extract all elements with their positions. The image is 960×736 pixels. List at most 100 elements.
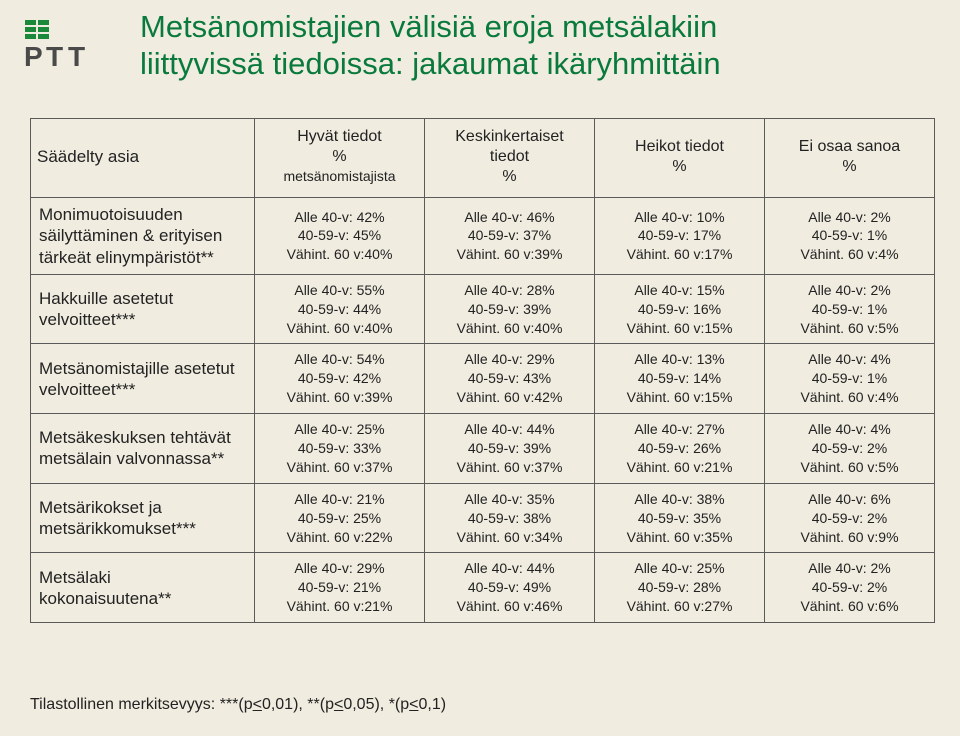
cell-line: Alle 40-v: 55% <box>259 281 420 300</box>
table-cell: Alle 40-v: 29%40-59-v: 21%Vähint. 60 v:2… <box>255 553 425 623</box>
table-cell: Alle 40-v: 2%40-59-v: 1%Vähint. 60 v:4% <box>765 198 935 275</box>
title-line-2: liittyvissä tiedoissa: jakaumat ikäryhmi… <box>140 46 721 81</box>
cell-line: 40-59-v: 49% <box>429 578 590 597</box>
data-table: Säädelty asia Hyvät tiedot % metsänomist… <box>30 118 935 623</box>
t: Ei osaa sanoa <box>799 138 900 155</box>
cell-line: 40-59-v: 44% <box>259 300 420 319</box>
cell-line: 40-59-v: 17% <box>599 226 760 245</box>
significance-footnote: Tilastollinen merkitsevyys: ***(p<0,01),… <box>30 696 446 714</box>
col-head-medium: Keskinkertaiset tiedot % <box>425 119 595 198</box>
cell-line: 40-59-v: 21% <box>259 578 420 597</box>
row-label: Monimuotoisuuden säilyttäminen & erityis… <box>31 198 255 275</box>
cell-line: Vähint. 60 v:35% <box>599 528 760 547</box>
t: % <box>672 158 686 175</box>
t: metsänomistajista <box>283 168 395 184</box>
cell-line: 40-59-v: 39% <box>429 300 590 319</box>
row-label: Hakkuille asetetut velvoitteet*** <box>31 274 255 344</box>
cell-line: Alle 40-v: 21% <box>259 490 420 509</box>
cell-line: 40-59-v: 1% <box>769 300 930 319</box>
cell-line: 40-59-v: 1% <box>769 369 930 388</box>
cell-line: Vähint. 60 v:15% <box>599 388 760 407</box>
row-label: Metsänomistajille asetetut velvoitteet**… <box>31 344 255 414</box>
fn-le1: < <box>253 696 262 713</box>
cell-line: 40-59-v: 35% <box>599 509 760 528</box>
cell-line: Alle 40-v: 54% <box>259 350 420 369</box>
cell-line: Alle 40-v: 4% <box>769 350 930 369</box>
table-cell: Alle 40-v: 44%40-59-v: 49%Vähint. 60 v:4… <box>425 553 595 623</box>
row-label: Metsälaki kokonaisuutena** <box>31 553 255 623</box>
cell-line: Alle 40-v: 29% <box>429 350 590 369</box>
cell-line: 40-59-v: 42% <box>259 369 420 388</box>
table-row: Monimuotoisuuden säilyttäminen & erityis… <box>31 198 935 275</box>
cell-line: Vähint. 60 v:5% <box>769 458 930 477</box>
svg-text:T: T <box>46 41 63 70</box>
table-header-row: Säädelty asia Hyvät tiedot % metsänomist… <box>31 119 935 198</box>
cell-line: Alle 40-v: 28% <box>429 281 590 300</box>
logo: P T T <box>22 14 114 75</box>
cell-line: Alle 40-v: 10% <box>599 208 760 227</box>
table-cell: Alle 40-v: 13%40-59-v: 14%Vähint. 60 v:1… <box>595 344 765 414</box>
cell-line: 40-59-v: 43% <box>429 369 590 388</box>
cell-line: Vähint. 60 v:15% <box>599 319 760 338</box>
t: % <box>842 158 856 175</box>
svg-text:T: T <box>68 41 85 70</box>
cell-line: 40-59-v: 2% <box>769 439 930 458</box>
col-head-subject: Säädelty asia <box>31 119 255 198</box>
slide-title: Metsänomistajien välisiä eroja metsälaki… <box>140 8 920 82</box>
fn-prefix: Tilastollinen merkitsevyys: <box>30 696 220 713</box>
cell-line: Alle 40-v: 44% <box>429 559 590 578</box>
table-cell: Alle 40-v: 21%40-59-v: 25%Vähint. 60 v:2… <box>255 483 425 553</box>
fn-v2: 0,05), <box>343 696 388 713</box>
cell-line: Vähint. 60 v:46% <box>429 597 590 616</box>
table-row: Metsänomistajille asetetut velvoitteet**… <box>31 344 935 414</box>
table-cell: Alle 40-v: 27%40-59-v: 26%Vähint. 60 v:2… <box>595 414 765 484</box>
cell-line: Alle 40-v: 25% <box>599 559 760 578</box>
table-cell: Alle 40-v: 15%40-59-v: 16%Vähint. 60 v:1… <box>595 274 765 344</box>
cell-line: Vähint. 60 v:40% <box>259 319 420 338</box>
table-row: Metsärikokset ja metsärikkomukset***Alle… <box>31 483 935 553</box>
cell-line: 40-59-v: 38% <box>429 509 590 528</box>
cell-line: Alle 40-v: 44% <box>429 420 590 439</box>
slide: P T T Metsänomistajien välisiä eroja met… <box>0 0 960 736</box>
col-head-good: Hyvät tiedot % metsänomistajista <box>255 119 425 198</box>
data-table-wrap: Säädelty asia Hyvät tiedot % metsänomist… <box>30 118 930 623</box>
fn-v1: 0,01), <box>262 696 307 713</box>
cell-line: Alle 40-v: 15% <box>599 281 760 300</box>
cell-line: Alle 40-v: 13% <box>599 350 760 369</box>
cell-line: Vähint. 60 v:27% <box>599 597 760 616</box>
cell-line: Vähint. 60 v:17% <box>599 245 760 264</box>
table-cell: Alle 40-v: 55%40-59-v: 44%Vähint. 60 v:4… <box>255 274 425 344</box>
table-cell: Alle 40-v: 54%40-59-v: 42%Vähint. 60 v:3… <box>255 344 425 414</box>
cell-line: Alle 40-v: 25% <box>259 420 420 439</box>
table-cell: Alle 40-v: 35%40-59-v: 38%Vähint. 60 v:3… <box>425 483 595 553</box>
table-cell: Alle 40-v: 6%40-59-v: 2%Vähint. 60 v:9% <box>765 483 935 553</box>
col-head-poor: Heikot tiedot % <box>595 119 765 198</box>
fn-s3: ***(p <box>220 696 253 713</box>
cell-line: Vähint. 60 v:37% <box>429 458 590 477</box>
cell-line: Vähint. 60 v:42% <box>429 388 590 407</box>
cell-line: Alle 40-v: 2% <box>769 208 930 227</box>
cell-line: Alle 40-v: 29% <box>259 559 420 578</box>
table-cell: Alle 40-v: 44%40-59-v: 39%Vähint. 60 v:3… <box>425 414 595 484</box>
svg-text:P: P <box>24 41 43 70</box>
t: Keskinkertaiset <box>455 128 564 145</box>
cell-line: Vähint. 60 v:5% <box>769 319 930 338</box>
cell-line: 40-59-v: 33% <box>259 439 420 458</box>
table-cell: Alle 40-v: 25%40-59-v: 28%Vähint. 60 v:2… <box>595 553 765 623</box>
cell-line: Vähint. 60 v:4% <box>769 388 930 407</box>
cell-line: 40-59-v: 26% <box>599 439 760 458</box>
cell-line: 40-59-v: 16% <box>599 300 760 319</box>
table-row: Metsäkeskuksen tehtävät metsälain valvon… <box>31 414 935 484</box>
fn-s1: *(p <box>389 696 409 713</box>
fn-s2: **(p <box>307 696 334 713</box>
cell-line: Alle 40-v: 2% <box>769 281 930 300</box>
table-body: Monimuotoisuuden säilyttäminen & erityis… <box>31 198 935 623</box>
cell-line: Alle 40-v: 6% <box>769 490 930 509</box>
cell-line: 40-59-v: 45% <box>259 226 420 245</box>
table-cell: Alle 40-v: 4%40-59-v: 2%Vähint. 60 v:5% <box>765 414 935 484</box>
table-cell: Alle 40-v: 28%40-59-v: 39%Vähint. 60 v:4… <box>425 274 595 344</box>
col-head-dontknow: Ei osaa sanoa % <box>765 119 935 198</box>
table-cell: Alle 40-v: 10%40-59-v: 17%Vähint. 60 v:1… <box>595 198 765 275</box>
cell-line: Alle 40-v: 2% <box>769 559 930 578</box>
cell-line: 40-59-v: 39% <box>429 439 590 458</box>
